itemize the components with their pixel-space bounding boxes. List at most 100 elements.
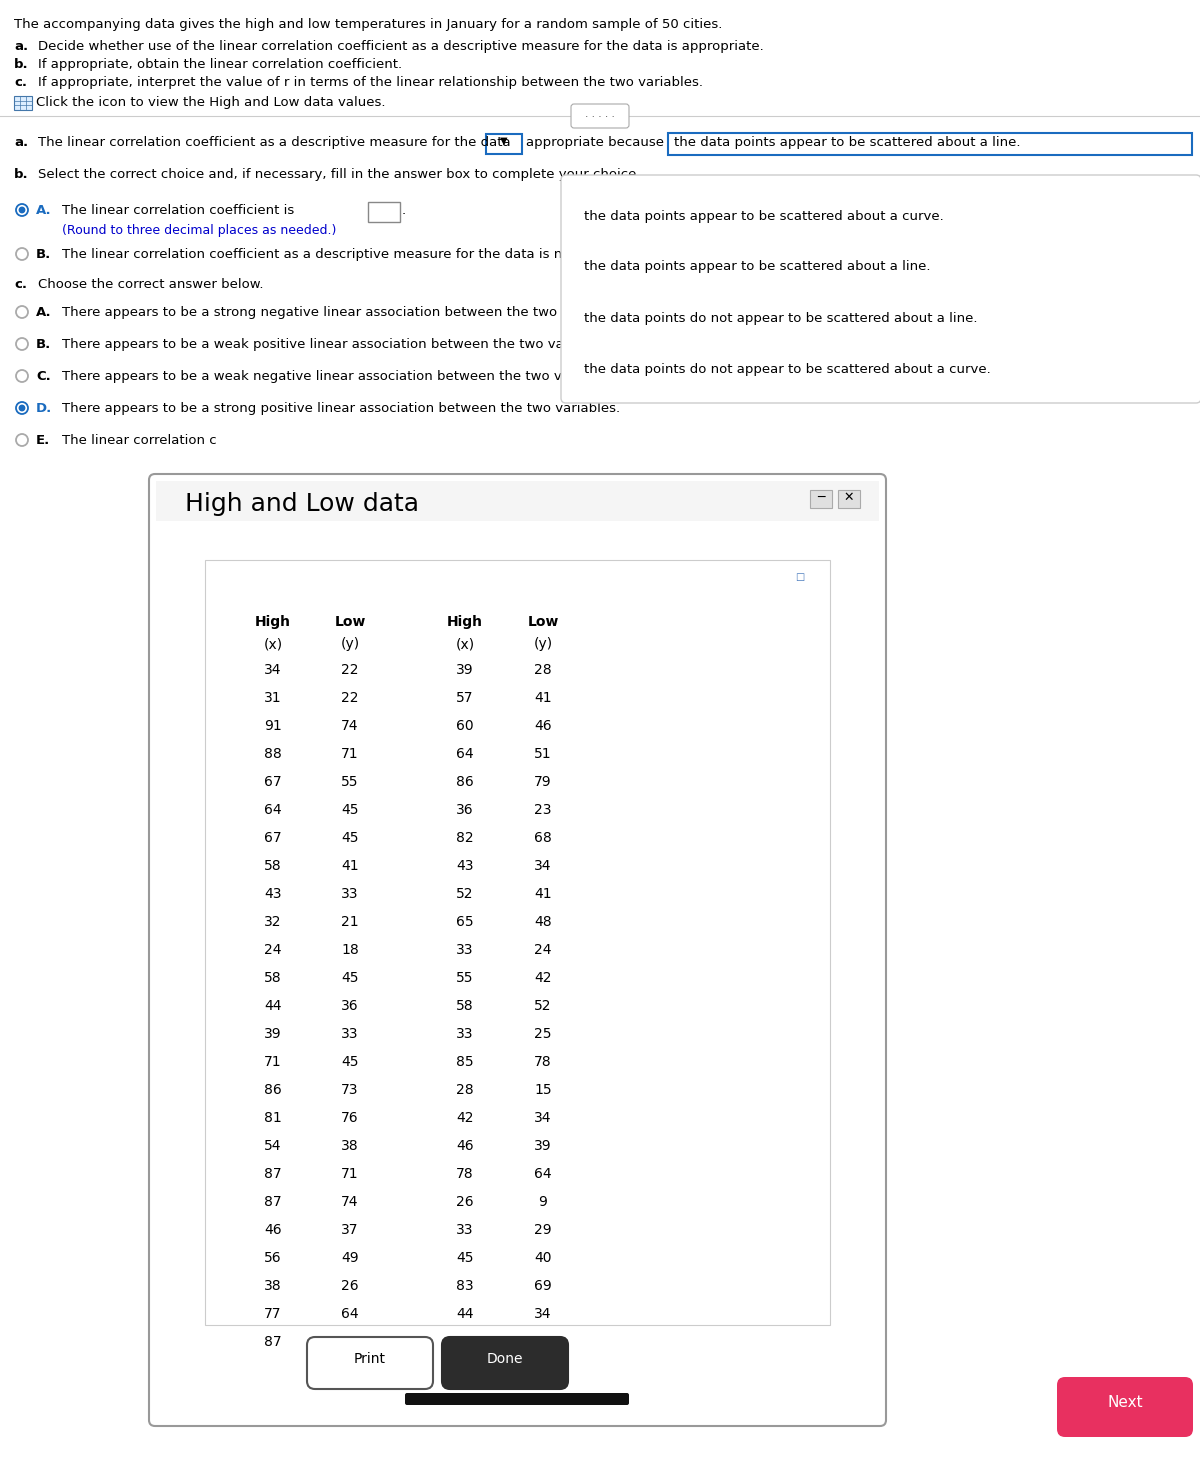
Text: b.: b. [14,57,29,71]
FancyBboxPatch shape [571,104,629,128]
Text: 86: 86 [264,1083,282,1097]
Text: .: . [402,204,406,218]
Text: 33: 33 [456,943,474,958]
Text: ▼: ▼ [500,135,508,146]
FancyBboxPatch shape [14,96,32,110]
Text: 26: 26 [456,1194,474,1209]
Text: There appears to be a weak negative linear association between the two variables: There appears to be a weak negative line… [62,371,619,382]
Text: Low: Low [527,615,559,630]
FancyBboxPatch shape [562,175,1200,403]
Text: (Round to three decimal places as needed.): (Round to three decimal places as needed… [62,224,336,237]
Text: 54: 54 [264,1139,282,1153]
FancyBboxPatch shape [668,132,1192,154]
Text: 33: 33 [456,1027,474,1041]
FancyBboxPatch shape [205,560,830,1325]
FancyBboxPatch shape [486,134,522,154]
Text: Decide whether use of the linear correlation coefficient as a descriptive measur: Decide whether use of the linear correla… [38,40,763,53]
FancyBboxPatch shape [838,490,860,507]
Text: 73: 73 [341,1083,359,1097]
Text: 36: 36 [456,803,474,816]
Text: 45: 45 [456,1250,474,1265]
Text: 43: 43 [264,887,282,902]
Text: 57: 57 [456,691,474,705]
Text: B.: B. [36,338,52,352]
Circle shape [19,207,25,213]
Text: 32: 32 [264,915,282,930]
Text: 65: 65 [456,915,474,930]
Text: Click the icon to view the High and Low data values.: Click the icon to view the High and Low … [36,96,385,109]
Text: E.: E. [36,434,50,447]
Text: 41: 41 [534,691,552,705]
Text: 46: 46 [456,1336,474,1349]
Text: The linear correlation coefficient as a descriptive measure for the data is not : The linear correlation coefficient as a … [62,249,636,260]
Text: Done: Done [487,1352,523,1367]
FancyBboxPatch shape [406,1393,629,1405]
Text: 22: 22 [341,691,359,705]
Text: 42: 42 [534,971,552,986]
FancyBboxPatch shape [810,490,832,507]
Text: c.: c. [14,278,28,291]
Text: There appears to be a strong negative linear association between the two variabl: There appears to be a strong negative li… [62,306,626,319]
Text: 44: 44 [456,1308,474,1321]
Text: the data points appear to be scattered about a line.: the data points appear to be scattered a… [674,135,1020,149]
Text: High: High [256,615,292,630]
FancyBboxPatch shape [442,1337,568,1389]
Text: 23: 23 [534,803,552,816]
Text: ─: ─ [817,491,824,505]
FancyBboxPatch shape [156,481,878,521]
Text: 22: 22 [341,663,359,677]
Text: 65: 65 [341,1336,359,1349]
Text: 52: 52 [534,999,552,1014]
Text: (x): (x) [264,637,282,652]
Text: A.: A. [36,204,52,218]
Text: 69: 69 [534,1278,552,1293]
Text: 39: 39 [534,1139,552,1153]
Text: 41: 41 [341,859,359,872]
Text: 39: 39 [456,663,474,677]
Text: 33: 33 [341,887,359,902]
Text: 56: 56 [264,1250,282,1265]
Text: 55: 55 [456,971,474,986]
Text: ✕: ✕ [844,491,854,505]
Text: 76: 76 [341,1111,359,1125]
FancyBboxPatch shape [1057,1377,1193,1437]
Text: a.: a. [14,40,28,53]
Text: appropriate because: appropriate because [526,135,664,149]
Circle shape [19,406,25,410]
Text: 60: 60 [456,719,474,733]
Text: D.: D. [36,402,53,415]
Text: 64: 64 [456,747,474,761]
Text: · · · · ·: · · · · · [586,112,614,122]
Text: 78: 78 [456,1167,474,1181]
Text: Next: Next [1108,1395,1142,1411]
Text: 71: 71 [341,1167,359,1181]
Text: 43: 43 [456,859,474,872]
Text: b.: b. [14,168,29,181]
Text: 18: 18 [341,943,359,958]
Text: 38: 38 [341,1139,359,1153]
FancyBboxPatch shape [368,202,400,222]
Text: 24: 24 [264,943,282,958]
Text: High: High [446,615,482,630]
Text: Low: Low [335,615,366,630]
Text: 81: 81 [264,1111,282,1125]
Text: □: □ [796,572,805,583]
Text: 45: 45 [341,971,359,986]
Text: 78: 78 [534,1055,552,1069]
Text: 58: 58 [264,971,282,986]
Text: 88: 88 [264,747,282,761]
Text: (y): (y) [341,637,360,652]
Text: 9: 9 [539,1194,547,1209]
Text: 68: 68 [534,831,552,844]
Text: 42: 42 [456,1111,474,1125]
Text: 33: 33 [456,1222,474,1237]
Text: 87: 87 [264,1194,282,1209]
Text: the data points do not appear to be scattered about a curve.: the data points do not appear to be scat… [584,363,991,377]
Text: 37: 37 [341,1222,359,1237]
Text: 79: 79 [534,775,552,788]
Text: 46: 46 [534,719,552,733]
Text: 36: 36 [341,999,359,1014]
Text: High and Low data: High and Low data [185,491,419,516]
Text: 39: 39 [264,1027,282,1041]
Text: Choose the correct answer below.: Choose the correct answer below. [38,278,264,291]
